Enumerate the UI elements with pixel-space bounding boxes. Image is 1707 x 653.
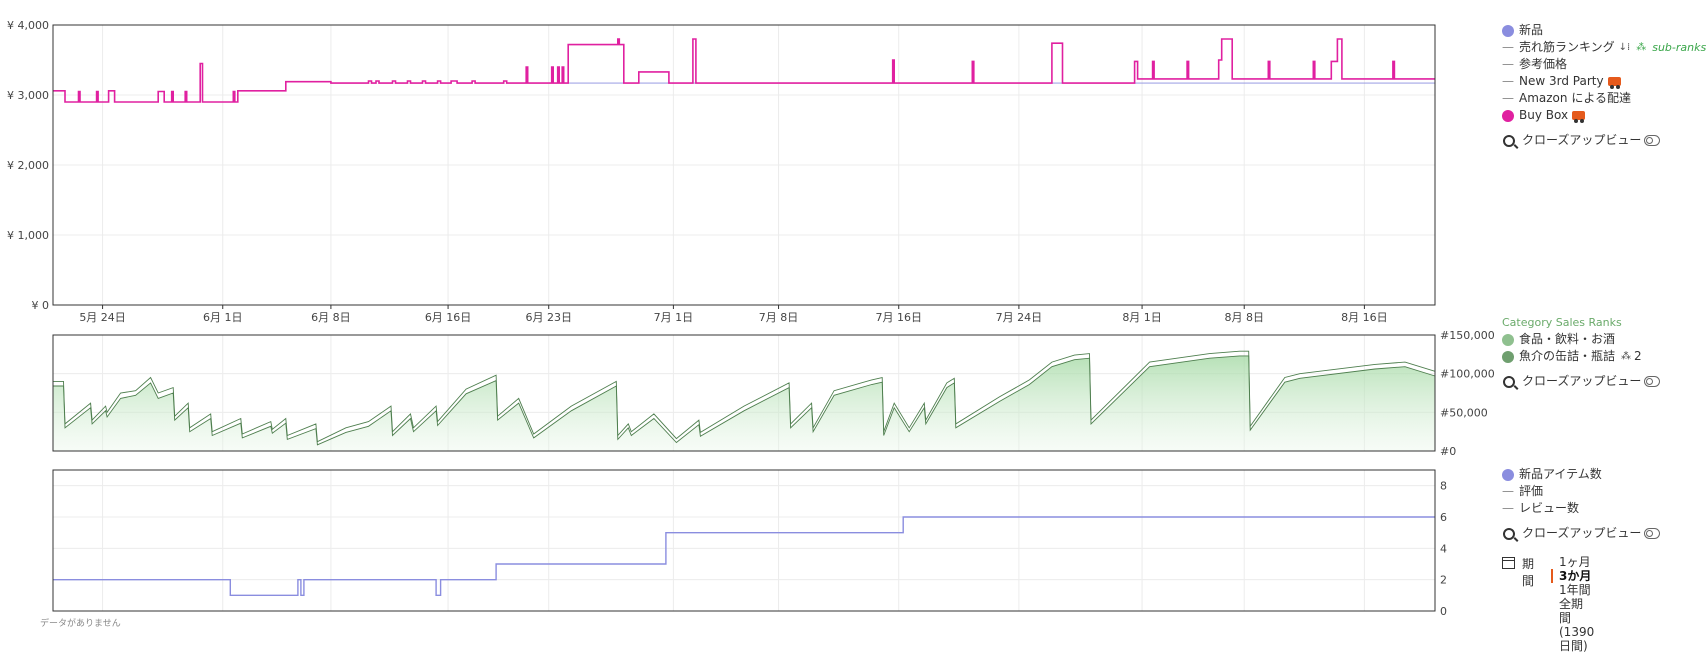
x-tick-label: 7月 1日 — [654, 311, 694, 324]
series-line-魚介の缶詰・瓶詰[interactable] — [53, 355, 1436, 446]
legend-item-new-3rd-party[interactable]: — New 3rd Party — [1502, 73, 1706, 90]
y-tick-label: ¥ 3,000 — [7, 89, 49, 102]
legend-dash-icon: — — [1502, 91, 1514, 105]
y-tick-label: ¥ 2,000 — [7, 159, 49, 172]
footnote-text: データがありません — [40, 619, 121, 629]
range-label: 期間 — [1522, 557, 1535, 588]
y-tick-label: #0 — [1440, 445, 1456, 458]
range-option-1-month[interactable]: 1ヶ月 — [1559, 555, 1591, 569]
search-icon — [1503, 527, 1515, 540]
y-tick-label: 0 — [1440, 605, 1447, 618]
legend-dot-icon — [1502, 350, 1514, 363]
legend-item-food-beverage[interactable]: 食品・飲料・お酒 — [1502, 331, 1660, 348]
sub-ranks-link[interactable]: sub-ranks — [1652, 41, 1707, 54]
search-icon — [1503, 134, 1515, 147]
charts-canvas: ¥ 0 ¥ 1,000 ¥ 2,000 ¥ 3,000 ¥ 4,000 5月 24日 6月 … — [7, 19, 1495, 618]
legend-dash-icon: — — [1502, 40, 1514, 54]
rank-legend: Category Sales Ranks 食品・飲料・お酒 魚介の缶詰・瓶詰 ⁂… — [1502, 314, 1661, 390]
y-tick-label: #50,000 — [1440, 406, 1488, 419]
range-options: 1ヶ月 3か月 1年間 全期間 (1390 日間) — [1551, 555, 1595, 653]
rank-legend-title: Category Sales Ranks — [1502, 316, 1622, 329]
legend-item-buy-box[interactable]: Buy Box — [1502, 107, 1706, 124]
y-tick-label: 8 — [1440, 480, 1447, 493]
closeup-view-toggle[interactable]: クローズアップビュー — [1502, 132, 1706, 149]
series-line-食品・飲料・お酒[interactable] — [53, 350, 1436, 443]
toggle-icon[interactable] — [1644, 528, 1661, 539]
toggle-icon[interactable] — [1644, 135, 1661, 146]
x-tick-label: 6月 1日 — [203, 311, 243, 324]
legend-item-rating[interactable]: — 評価 — [1502, 484, 1544, 498]
legend-item-reference-price[interactable]: — 参考価格 — [1502, 57, 1568, 71]
y-tick-label: 6 — [1440, 511, 1447, 524]
offer-count-chart[interactable]: 0 2 4 6 8 — [52, 469, 1447, 618]
x-tick-label: 5月 24日 — [79, 311, 126, 324]
series-line-Buy Box[interactable] — [53, 38, 1435, 103]
series-line-新品アイテム数[interactable] — [53, 516, 1435, 596]
legend-dash-icon: — — [1502, 501, 1514, 515]
legend-dot-icon — [1502, 468, 1514, 481]
x-tick-label: 6月 16日 — [425, 311, 472, 324]
range-option-1-year[interactable]: 1年間 — [1559, 583, 1591, 597]
series-area-fill — [53, 355, 1435, 451]
price-chart[interactable]: ¥ 0 ¥ 1,000 ¥ 2,000 ¥ 3,000 ¥ 4,000 5月 24日 6月 … — [7, 19, 1436, 324]
plot-frame — [52, 469, 1436, 612]
plot-frame — [52, 24, 1436, 306]
range-option-3-months[interactable]: 3か月 — [1551, 569, 1594, 583]
offers-legend: 新品アイテム数 — 評価 — レビュー数 クローズアップビュー — [1502, 466, 1661, 542]
toggle-icon[interactable] — [1644, 376, 1661, 387]
hierarchy-icon: ⁂ — [1636, 42, 1647, 53]
truck-icon — [1572, 111, 1586, 123]
range-option-all-time[interactable]: 全期間 (1390 日間) — [1559, 597, 1595, 653]
legend-dot-icon — [1502, 333, 1514, 346]
x-tick-label: 6月 8日 — [311, 311, 351, 324]
y-tick-label: 4 — [1440, 542, 1447, 555]
price-legend: 新品 — 売れ筋ランキング ↓⁞ ⁂ sub-ranks — 参考価格 — Ne… — [1502, 22, 1706, 149]
x-tick-label: 8月 1日 — [1122, 311, 1162, 324]
calendar-icon — [1502, 557, 1515, 569]
closeup-view-toggle[interactable]: クローズアップビュー — [1502, 525, 1661, 542]
x-tick-label: 7月 16日 — [875, 311, 922, 324]
x-tick-label: 7月 8日 — [759, 311, 799, 324]
legend-dot-icon — [1502, 109, 1514, 122]
hierarchy-icon: ⁂ — [1621, 351, 1632, 362]
legend-item-review-count[interactable]: — レビュー数 — [1502, 501, 1580, 515]
legend-item-sales-rank[interactable]: — 売れ筋ランキング ↓⁞ ⁂ sub-ranks — [1502, 40, 1707, 54]
legend-item-amazon-delivery[interactable]: — Amazon による配達 — [1502, 91, 1631, 105]
ranking-sort-icon: ↓⁞ — [1618, 42, 1631, 53]
legend-dash-icon: — — [1502, 484, 1514, 498]
x-tick-label: 7月 24日 — [996, 311, 1043, 324]
legend-item-canned-seafood[interactable]: 魚介の缶詰・瓶詰 ⁂ 2 — [1502, 348, 1660, 365]
legend-dot-icon — [1502, 24, 1514, 37]
sales-rank-chart[interactable]: #0 #50,000 #100,000 #150,000 — [52, 329, 1495, 458]
truck-icon — [1607, 77, 1621, 89]
x-tick-label: 8月 8日 — [1224, 311, 1264, 324]
y-tick-label: #100,000 — [1440, 368, 1495, 381]
x-tick-label: 8月 16日 — [1341, 311, 1388, 324]
legend-item-new-item-count[interactable]: 新品アイテム数 — [1502, 466, 1660, 483]
plot-frame — [52, 334, 1436, 452]
legend-item-new[interactable]: 新品 — [1502, 22, 1706, 39]
x-tick-label: 6月 23日 — [525, 311, 572, 324]
legend-dash-icon: — — [1502, 57, 1514, 71]
y-tick-label: ¥ 0 — [32, 299, 50, 312]
search-icon — [1503, 375, 1515, 388]
y-tick-label: 2 — [1440, 574, 1447, 587]
y-tick-label: ¥ 4,000 — [7, 19, 49, 32]
closeup-view-toggle[interactable]: クローズアップビュー — [1502, 373, 1661, 390]
y-tick-label: ¥ 1,000 — [7, 229, 49, 242]
y-tick-label: #150,000 — [1440, 329, 1495, 342]
legend-dash-icon: — — [1502, 74, 1514, 88]
